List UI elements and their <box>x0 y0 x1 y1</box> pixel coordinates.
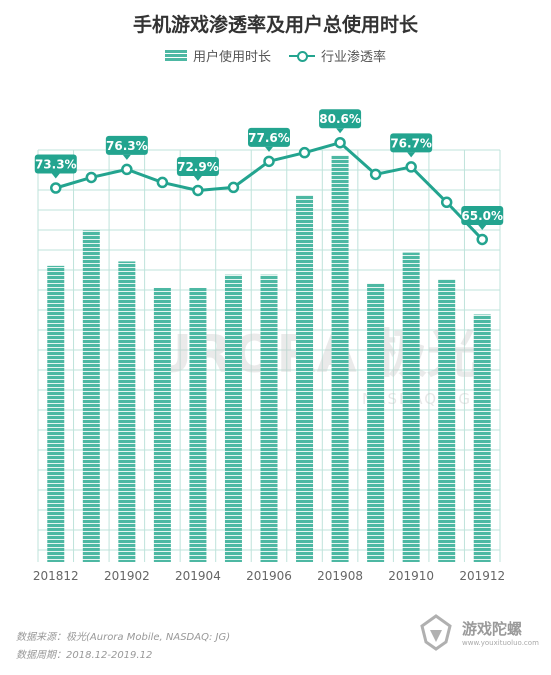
data-label-pointer <box>193 175 202 181</box>
line-series <box>50 136 488 246</box>
data-label-bg <box>34 154 77 174</box>
data-label-bg <box>319 109 362 129</box>
legend-line-swatch <box>289 50 315 62</box>
line-point-201907 <box>298 146 311 159</box>
data-label-bg <box>248 127 290 147</box>
line-point-201906 <box>263 155 275 168</box>
line-point-201903 <box>156 176 169 189</box>
data-label-201910: 76.7% <box>390 133 433 158</box>
brand-badge: 游戏陀螺 www.youxituoluo.com <box>416 612 539 652</box>
line-point-201812 <box>50 182 62 194</box>
data-period: 数据周期：2018.12-2019.12 <box>16 650 153 661</box>
data-label-text: 65.0% <box>461 209 503 223</box>
data-label-text: 76.7% <box>390 136 432 150</box>
x-tick-201812: 201812 <box>33 569 79 583</box>
data-label-pointer <box>336 128 345 134</box>
data-label-201904: 72.9% <box>176 156 219 181</box>
legend: 用户使用时长 行业渗透率 <box>0 46 551 65</box>
data-label-text: 76.3% <box>106 139 148 153</box>
data-source: 数据来源：极光(Aurora Mobile, NASDAQ: JG) <box>16 632 231 643</box>
legend-item-line: 行业渗透率 <box>289 46 386 65</box>
legend-item-bar: 用户使用时长 <box>164 46 271 65</box>
x-tick-201910: 201910 <box>388 569 434 583</box>
line-point-201909 <box>369 168 382 181</box>
data-label-bg <box>461 205 504 225</box>
line-point-201911 <box>440 196 453 209</box>
data-label-201812: 73.3% <box>34 154 77 179</box>
bar-201903 <box>153 287 171 562</box>
x-axis-ticks: 201812 201902 201904 201906 201908 201910 2019… <box>33 569 505 583</box>
line-point-201904 <box>192 184 204 197</box>
line-point-201905 <box>227 181 240 194</box>
data-label-pointer <box>51 173 60 179</box>
data-label-pointer <box>265 146 273 152</box>
bar-201812 <box>47 265 65 562</box>
bar-201908 <box>331 155 349 563</box>
brand-name: 游戏陀螺 <box>462 619 523 638</box>
x-tick-201912: 201912 <box>459 569 505 583</box>
bar-201912 <box>473 314 491 562</box>
bar-201911 <box>438 279 456 562</box>
data-label-bg <box>390 133 433 153</box>
brand-url: www.youxituoluo.com <box>462 638 539 647</box>
bar-series <box>47 155 491 563</box>
data-label-201908: 80.6% <box>319 109 362 134</box>
data-label-pointer <box>407 152 416 158</box>
x-tick-201908: 201908 <box>317 569 363 583</box>
data-label-bg <box>176 156 219 176</box>
bar-201901 <box>82 230 100 562</box>
legend-bar-label: 用户使用时长 <box>192 50 271 65</box>
data-label-text: 73.3% <box>35 158 77 172</box>
line-point-201912 <box>476 233 488 246</box>
data-label-201902: 76.3% <box>105 135 148 160</box>
bar-201905 <box>224 274 242 562</box>
line-point-201908 <box>334 136 346 149</box>
spinning-top-logo-icon <box>420 614 452 651</box>
line-point-201910 <box>405 161 417 173</box>
bar-201909 <box>367 283 385 562</box>
line-point-201901 <box>85 171 98 184</box>
legend-bar-swatch <box>164 49 187 62</box>
data-label-201906: 77.6% <box>248 127 290 152</box>
data-label-pointer <box>122 154 131 160</box>
data-labels: 73.3% 76.3% 72.9% 77.6% 80.6% 76.7% 65.0% <box>34 109 504 230</box>
data-label-201912: 65.0% <box>461 205 504 230</box>
x-tick-201902: 201902 <box>104 569 150 583</box>
data-label-text: 80.6% <box>319 112 361 126</box>
bar-201910 <box>402 252 420 562</box>
bar-201906 <box>260 274 278 562</box>
legend-line-label: 行业渗透率 <box>321 50 387 65</box>
bar-201907 <box>296 195 314 562</box>
line-point-201902 <box>121 163 133 176</box>
x-tick-201904: 201904 <box>175 569 221 583</box>
data-label-pointer <box>478 224 487 230</box>
bar-201902 <box>118 261 136 562</box>
data-label-text: 72.9% <box>177 160 219 174</box>
data-label-bg <box>105 135 148 155</box>
chart-title: 手机游戏渗透率及用户总使用时长 <box>132 14 418 36</box>
data-label-text: 77.6% <box>248 131 290 145</box>
bar-201904 <box>189 287 207 562</box>
x-tick-201906: 201906 <box>246 569 292 583</box>
